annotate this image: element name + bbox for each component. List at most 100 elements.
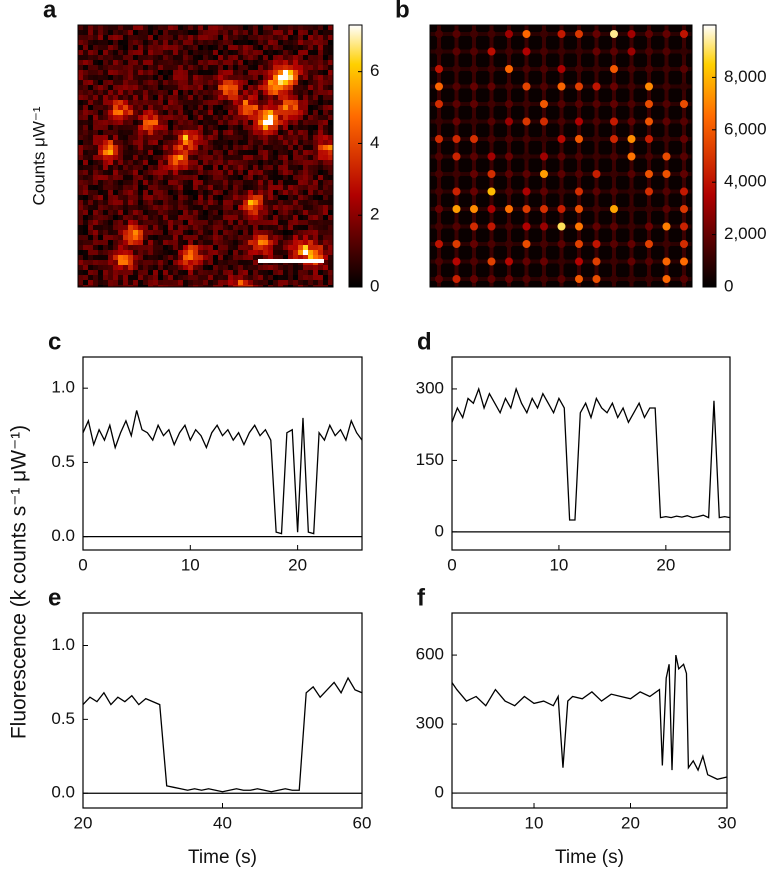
panel-label: b <box>395 0 410 23</box>
heatmap-pixel <box>183 135 188 140</box>
heatmap-pixel <box>148 260 153 265</box>
heatmap-pixel <box>293 55 298 60</box>
heatmap-pixel <box>303 185 308 190</box>
heatmap-pixel <box>148 190 153 195</box>
heatmap-pixel <box>283 275 288 280</box>
heatmap-pixel <box>93 205 98 210</box>
heatmap-spot <box>505 48 513 56</box>
heatmap-pixel <box>283 95 288 100</box>
heatmap-pixel <box>273 190 278 195</box>
heatmap-pixel <box>118 260 123 265</box>
heatmap-pixel <box>203 50 208 55</box>
heatmap-pixel <box>273 275 278 280</box>
heatmap-pixel <box>193 125 198 130</box>
heatmap-pixel <box>88 170 93 175</box>
heatmap-pixel <box>303 45 308 50</box>
heatmap-pixel <box>328 220 333 225</box>
heatmap-pixel <box>253 65 258 70</box>
heatmap-pixel <box>113 90 118 95</box>
trace <box>452 655 727 779</box>
heatmap-pixel <box>273 75 278 80</box>
heatmap-pixel <box>133 140 138 145</box>
heatmap-pixel <box>283 245 288 250</box>
heatmap-pixel <box>143 55 148 60</box>
heatmap-pixel <box>193 95 198 100</box>
heatmap-pixel <box>248 215 253 220</box>
heatmap-pixel <box>83 75 88 80</box>
heatmap-pixel <box>278 60 283 65</box>
heatmap-pixel <box>323 115 328 120</box>
heatmap-pixel <box>163 235 168 240</box>
heatmap-pixel <box>153 185 158 190</box>
heatmap-pixel <box>173 190 178 195</box>
heatmap-pixel <box>143 180 148 185</box>
heatmap-pixel <box>133 50 138 55</box>
heatmap-pixel <box>193 120 198 125</box>
heatmap-pixel <box>298 105 303 110</box>
heatmap-pixel <box>233 130 238 135</box>
heatmap-spot <box>523 258 531 266</box>
heatmap-pixel <box>318 225 323 230</box>
heatmap-pixel <box>318 45 323 50</box>
heatmap-pixel <box>193 75 198 80</box>
x-tick-label: 60 <box>353 813 372 832</box>
heatmap-pixel <box>218 110 223 115</box>
heatmap-pixel <box>193 250 198 255</box>
heatmap-pixel <box>328 40 333 45</box>
heatmap-spot <box>488 48 496 56</box>
heatmap-pixel <box>158 160 163 165</box>
heatmap-pixel <box>223 190 228 195</box>
heatmap-spot <box>680 100 688 108</box>
heatmap-pixel <box>108 65 113 70</box>
heatmap-pixel <box>148 160 153 165</box>
heatmap-pixel <box>103 140 108 145</box>
heatmap-pixel <box>148 165 153 170</box>
heatmap-pixel <box>218 265 223 270</box>
heatmap-pixel <box>258 245 263 250</box>
heatmap-pixel <box>118 55 123 60</box>
heatmap-spot <box>558 258 566 266</box>
heatmap-pixel <box>78 250 83 255</box>
heatmap-pixel <box>283 100 288 105</box>
heatmap-pixel <box>108 50 113 55</box>
heatmap-pixel <box>128 165 133 170</box>
heatmap-pixel <box>158 60 163 65</box>
heatmap-pixel <box>283 40 288 45</box>
heatmap-pixel <box>263 45 268 50</box>
heatmap-pixel <box>138 40 143 45</box>
heatmap-spot <box>680 275 688 283</box>
heatmap-pixel <box>183 205 188 210</box>
heatmap-pixel <box>318 85 323 90</box>
heatmap-pixel <box>308 130 313 135</box>
heatmap-pixel <box>313 160 318 165</box>
heatmap-pixel <box>278 100 283 105</box>
heatmap-pixel <box>328 120 333 125</box>
heatmap-pixel <box>203 55 208 60</box>
heatmap-pixel <box>123 35 128 40</box>
heatmap-pixel <box>298 265 303 270</box>
heatmap-pixel <box>298 200 303 205</box>
heatmap-pixel <box>148 125 153 130</box>
heatmap-pixel <box>153 50 158 55</box>
heatmap-pixel <box>313 230 318 235</box>
heatmap-spot <box>453 83 461 91</box>
heatmap-pixel <box>203 280 208 285</box>
heatmap-pixel <box>93 60 98 65</box>
heatmap-pixel <box>168 130 173 135</box>
heatmap-pixel <box>318 95 323 100</box>
heatmap-pixel <box>263 200 268 205</box>
heatmap-pixel <box>228 85 233 90</box>
heatmap-pixel <box>193 130 198 135</box>
heatmap-pixel <box>263 165 268 170</box>
heatmap-pixel <box>293 45 298 50</box>
heatmap-pixel <box>93 30 98 35</box>
heatmap-pixel <box>118 150 123 155</box>
heatmap-pixel <box>243 215 248 220</box>
heatmap-pixel <box>318 210 323 215</box>
heatmap-pixel <box>158 85 163 90</box>
heatmap-pixel <box>163 30 168 35</box>
heatmap-pixel <box>228 200 233 205</box>
heatmap-pixel <box>98 230 103 235</box>
heatmap-pixel <box>228 120 233 125</box>
heatmap-pixel <box>173 280 178 285</box>
